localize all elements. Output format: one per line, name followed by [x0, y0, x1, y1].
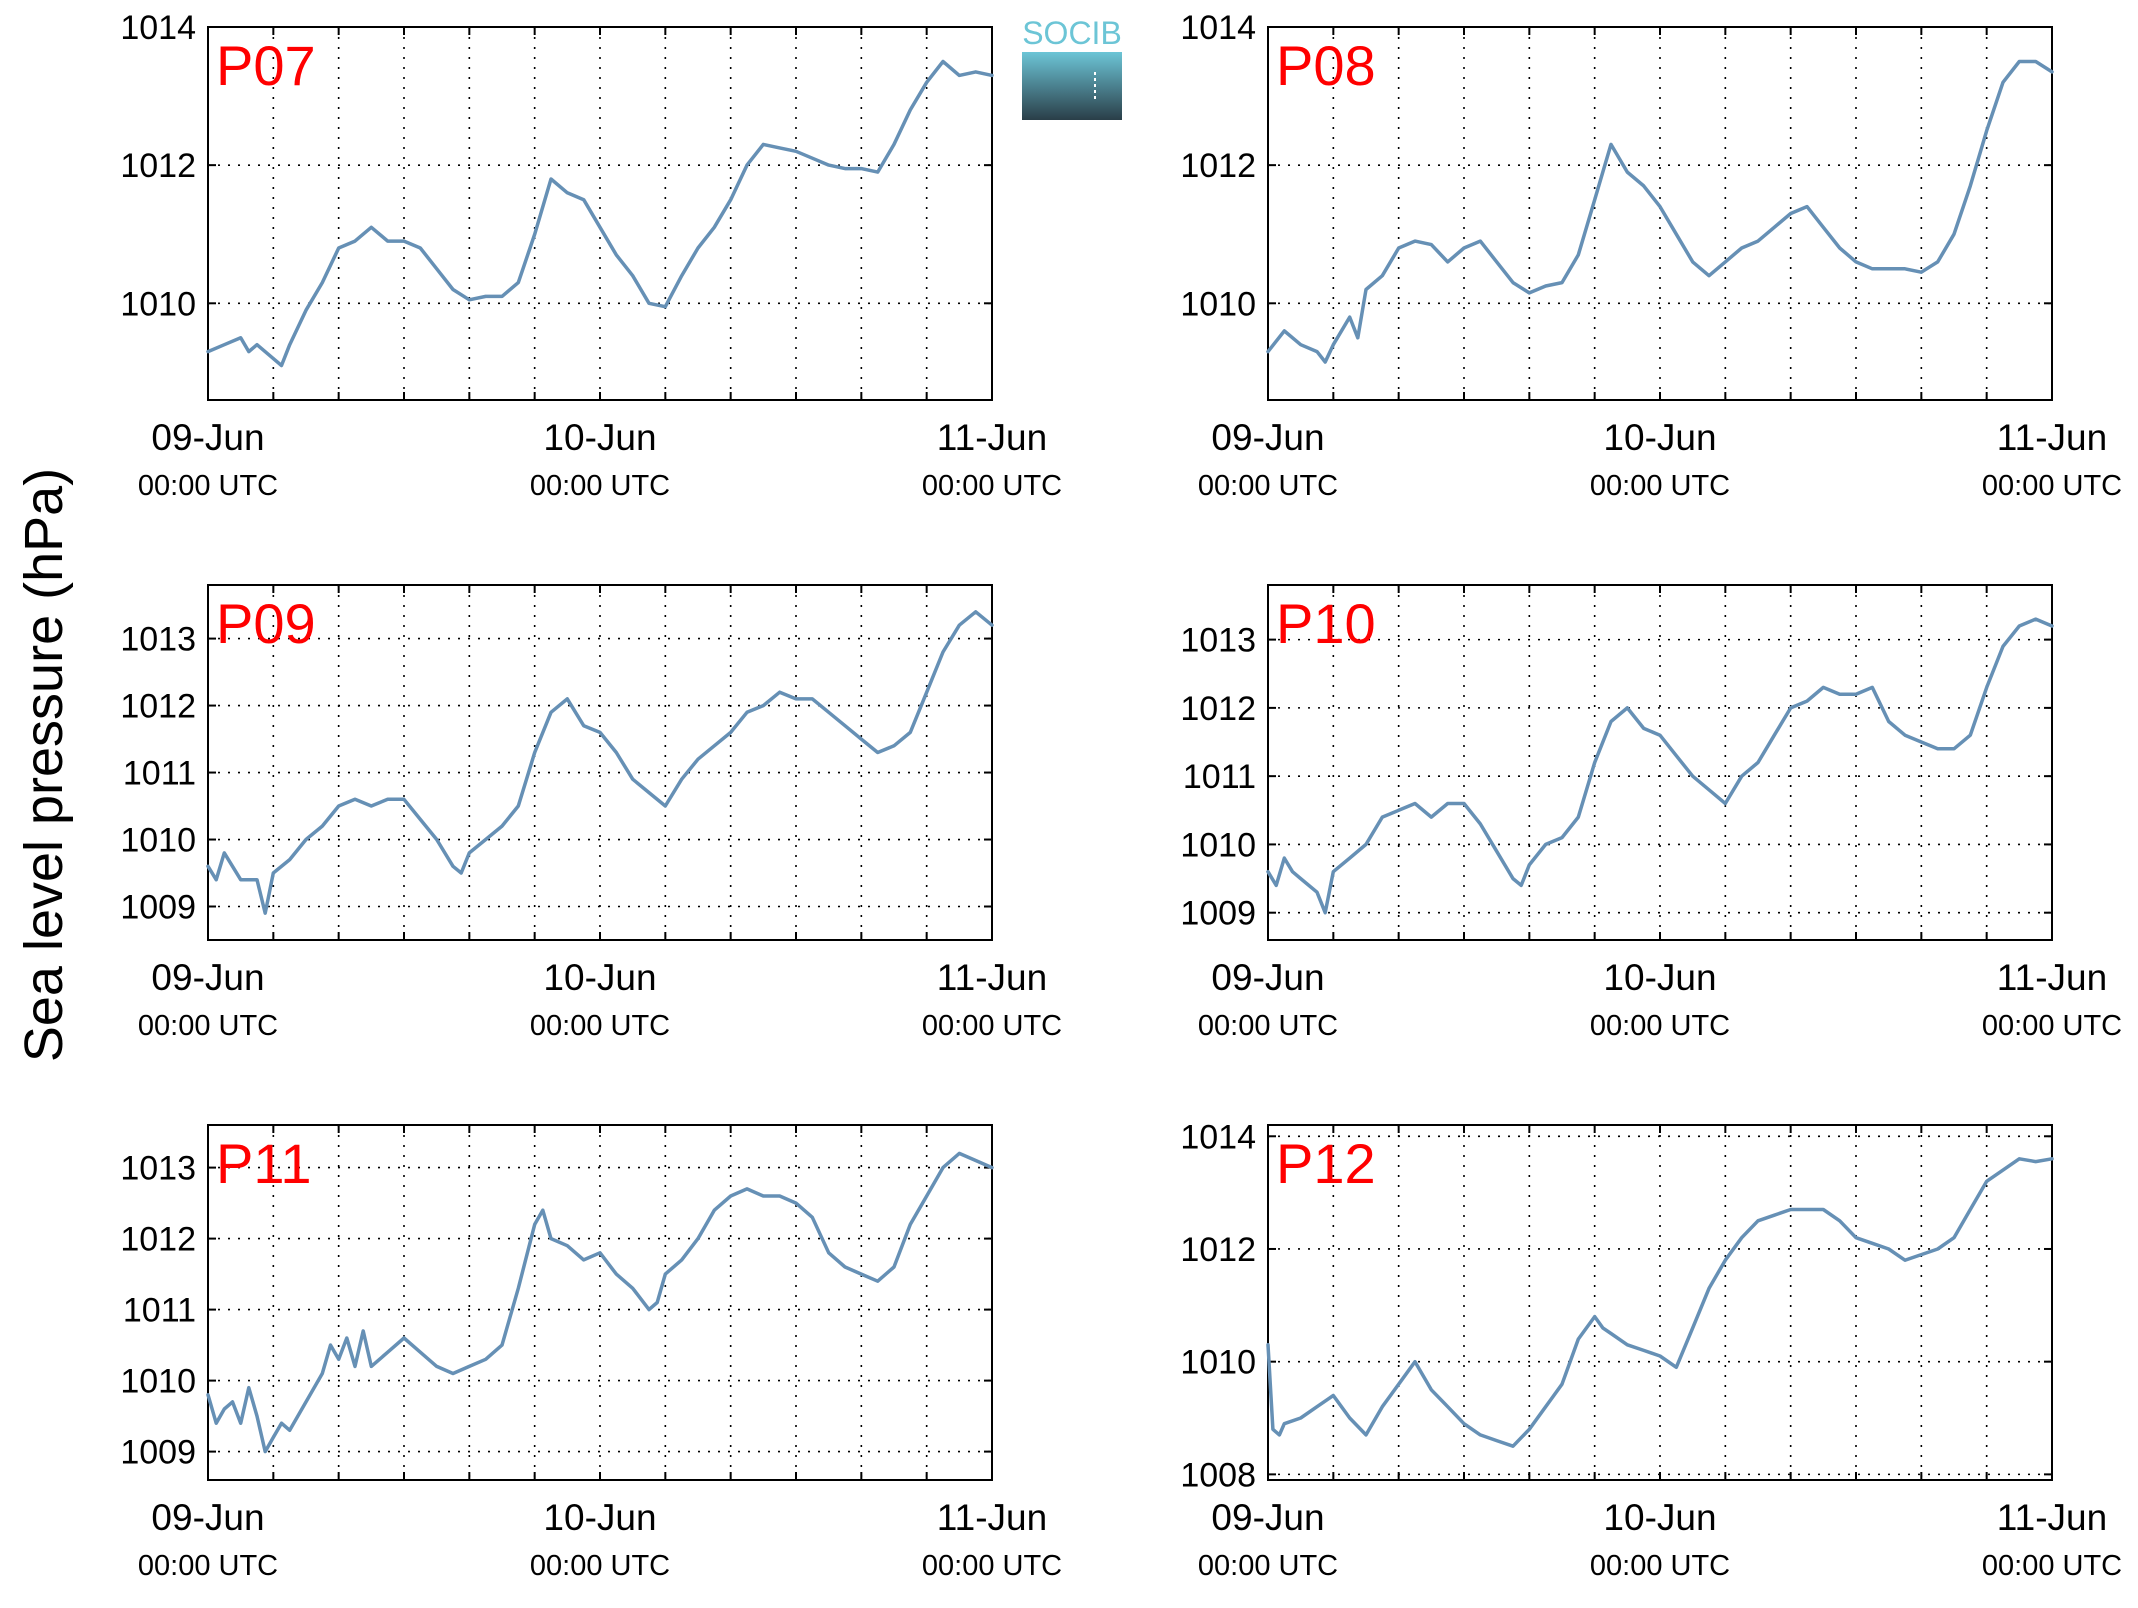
- series-line: [1266, 59, 2054, 364]
- x-tick-label-date: 09-Jun: [151, 1497, 264, 1538]
- x-tick-label-time: 00:00 UTC: [1982, 1010, 2122, 1042]
- axes-frame: [1267, 26, 2053, 401]
- x-tick-label-time: 00:00 UTC: [922, 470, 1062, 502]
- x-tick-label-time: 00:00 UTC: [530, 1550, 670, 1582]
- x-tick-label-time: 00:00 UTC: [922, 1550, 1062, 1582]
- panel-p10: 1009 1010 1011 1012 1013 09-Jun 00:00 UTC 10-Ju…: [1180, 584, 2122, 1042]
- x-tick-label-time: 00:00 UTC: [1590, 1010, 1730, 1042]
- y-tick-label: 1012: [120, 688, 196, 726]
- x-tick-label-time: 00:00 UTC: [1198, 1010, 1338, 1042]
- panel-label: P07: [216, 34, 316, 97]
- y-tick-label: 1014: [1180, 9, 1256, 47]
- axes-frame: [207, 26, 993, 401]
- y-tick-label: 1008: [1180, 1456, 1256, 1494]
- y-tick-label: 1011: [1183, 758, 1256, 796]
- y-tick-label: 1010: [1180, 285, 1256, 323]
- y-tick-label: 1010: [120, 1363, 196, 1401]
- y-tick-label: 1012: [120, 1221, 196, 1259]
- x-tick-label-date: 11-Jun: [937, 417, 1047, 458]
- y-tick-label: 1010: [1180, 826, 1256, 864]
- x-tick-label-time: 00:00 UTC: [138, 470, 278, 502]
- x-tick-label-date: 10-Jun: [1603, 417, 1716, 458]
- x-tick-label-date: 09-Jun: [1211, 417, 1324, 458]
- panel-p12: 1008 1010 1012 1014 09-Jun 00:00 UTC 10-Jun 00:…: [1180, 1118, 2122, 1582]
- panel-label: P11: [216, 1132, 311, 1195]
- socib-logo: SOCIB: [1022, 15, 1122, 120]
- y-tick-label: 1011: [123, 1292, 196, 1330]
- x-tick-label-date: 10-Jun: [543, 417, 656, 458]
- x-tick-label-time: 00:00 UTC: [1982, 1550, 2122, 1582]
- panel-p11: 1009 1010 1011 1012 1013 09-Jun 00:00 UTC 10-Ju…: [120, 1124, 1062, 1582]
- x-tick-label-date: 09-Jun: [1211, 1497, 1324, 1538]
- y-tick-label: 1009: [120, 1434, 196, 1472]
- x-tick-label-date: 10-Jun: [1603, 1497, 1716, 1538]
- panel-label: P12: [1276, 1132, 1376, 1195]
- y-tick-label: 1014: [120, 9, 196, 47]
- x-tick-label-time: 00:00 UTC: [530, 1010, 670, 1042]
- x-tick-label-date: 11-Jun: [1997, 957, 2107, 998]
- y-tick-label: 1009: [120, 889, 196, 927]
- panel-label: P08: [1276, 34, 1376, 97]
- panel-label: P09: [216, 592, 316, 655]
- series-line: [206, 59, 994, 368]
- x-tick-label-time: 00:00 UTC: [1982, 470, 2122, 502]
- x-tick-label-time: 00:00 UTC: [138, 1550, 278, 1582]
- panel-label: P10: [1276, 592, 1376, 655]
- y-tick-label: 1011: [123, 755, 196, 793]
- panel-p09: 1009 1010 1011 1012 1013 09-Jun 00:00 UTC 10-Ju…: [120, 584, 1062, 1042]
- x-tick-label-time: 00:00 UTC: [138, 1010, 278, 1042]
- series-line: [1266, 1157, 2054, 1448]
- x-tick-label-date: 11-Jun: [937, 1497, 1047, 1538]
- y-tick-label: 1009: [1180, 895, 1256, 933]
- y-tick-label: 1010: [1180, 1344, 1256, 1382]
- x-tick-label-time: 00:00 UTC: [922, 1010, 1062, 1042]
- x-tick-label-date: 10-Jun: [543, 957, 656, 998]
- y-tick-label: 1013: [120, 621, 196, 659]
- x-tick-label-date: 10-Jun: [543, 1497, 656, 1538]
- x-tick-label-time: 00:00 UTC: [1198, 1550, 1338, 1582]
- y-tick-label: 1010: [120, 822, 196, 860]
- logo-mark: [1022, 52, 1122, 120]
- y-tick-label: 1014: [1180, 1118, 1256, 1156]
- x-tick-label-time: 00:00 UTC: [530, 470, 670, 502]
- series-line: [206, 1151, 994, 1454]
- panel-p07: 1010 1012 1014 09-Jun 00:00 UTC 10-Jun 00:00 U…: [120, 9, 1062, 502]
- x-tick-label-date: 09-Jun: [151, 417, 264, 458]
- x-tick-label-date: 11-Jun: [1997, 1497, 2107, 1538]
- y-tick-label: 1013: [1180, 622, 1256, 660]
- x-tick-label-date: 11-Jun: [1997, 417, 2107, 458]
- x-tick-label-date: 10-Jun: [1603, 957, 1716, 998]
- y-tick-label: 1012: [120, 147, 196, 185]
- x-tick-label-date: 09-Jun: [1211, 957, 1324, 998]
- y-tick-label: 1010: [120, 285, 196, 323]
- series-line: [1266, 617, 2054, 915]
- logo-text: SOCIB: [1022, 15, 1122, 51]
- series-line: [206, 610, 994, 915]
- y-tick-label: 1012: [1180, 147, 1256, 185]
- x-tick-label-time: 00:00 UTC: [1198, 470, 1338, 502]
- x-tick-label-date: 09-Jun: [151, 957, 264, 998]
- y-tick-label: 1013: [120, 1150, 196, 1188]
- x-tick-label-time: 00:00 UTC: [1590, 470, 1730, 502]
- panel-p08: 1010 1012 1014 09-Jun 00:00 UTC 10-Jun 00:00 U…: [1180, 9, 2122, 502]
- y-tick-label: 1012: [1180, 690, 1256, 728]
- x-tick-label-time: 00:00 UTC: [1590, 1550, 1730, 1582]
- x-tick-label-date: 11-Jun: [937, 957, 1047, 998]
- y-axis-label: Sea level pressure (hPa): [14, 468, 74, 1062]
- panels: 1010 1012 1014 09-Jun 00:00 UTC 10-Jun 00:00 U…: [120, 9, 2122, 1582]
- y-tick-label: 1012: [1180, 1231, 1256, 1269]
